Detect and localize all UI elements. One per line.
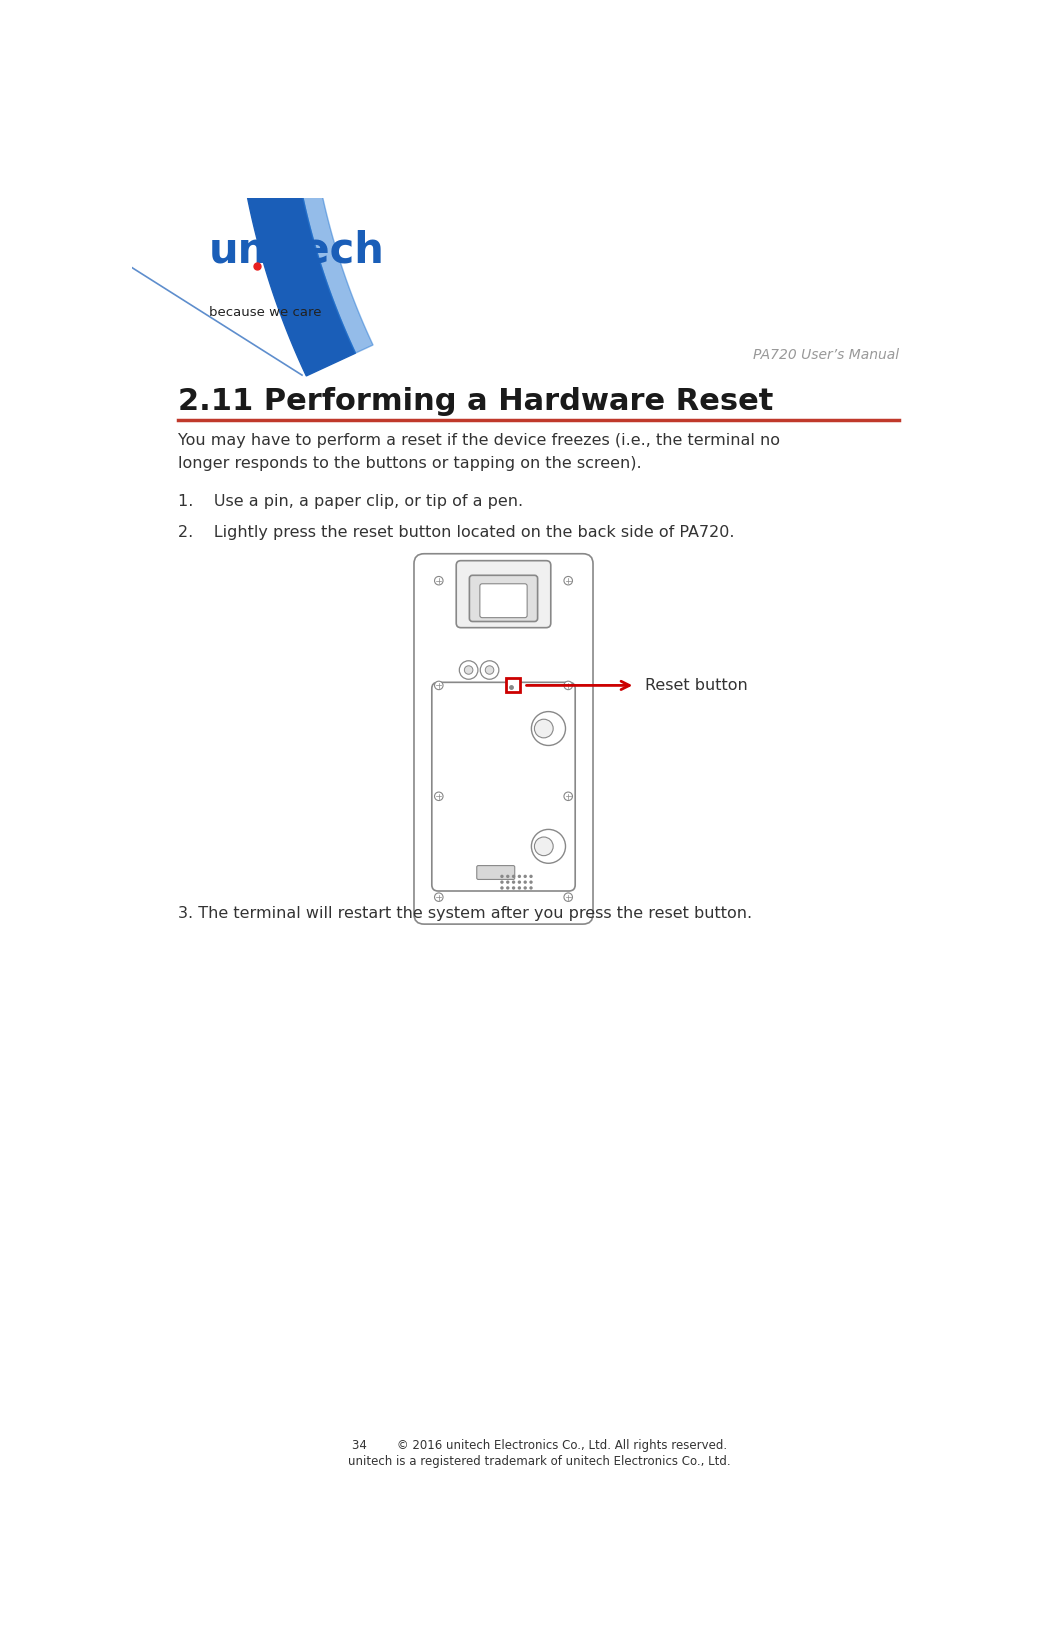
Polygon shape [232, 0, 420, 376]
FancyBboxPatch shape [431, 683, 575, 891]
Circle shape [564, 576, 572, 586]
Circle shape [434, 681, 443, 690]
Circle shape [529, 874, 532, 878]
Circle shape [529, 881, 532, 884]
Circle shape [512, 874, 515, 878]
Circle shape [506, 881, 509, 884]
Circle shape [501, 881, 504, 884]
Circle shape [524, 874, 527, 878]
Circle shape [564, 681, 572, 690]
FancyBboxPatch shape [480, 584, 527, 617]
Circle shape [531, 711, 566, 746]
Text: 2.11 Performing a Hardware Reset: 2.11 Performing a Hardware Reset [178, 386, 773, 416]
Text: 34        © 2016 unitech Electronics Co., Ltd. All rights reserved.: 34 © 2016 unitech Electronics Co., Ltd. … [351, 1439, 727, 1452]
Polygon shape [286, 0, 436, 353]
Text: because we care: because we care [209, 305, 322, 318]
FancyBboxPatch shape [477, 866, 514, 879]
FancyBboxPatch shape [414, 554, 593, 924]
Circle shape [501, 874, 504, 878]
Circle shape [434, 792, 443, 800]
Circle shape [506, 874, 509, 878]
Circle shape [531, 830, 566, 863]
Circle shape [518, 886, 521, 889]
Circle shape [460, 660, 478, 680]
Circle shape [524, 886, 527, 889]
Circle shape [501, 886, 504, 889]
Circle shape [434, 576, 443, 586]
Text: unitech: unitech [209, 229, 385, 271]
Circle shape [485, 665, 493, 675]
Circle shape [524, 881, 527, 884]
Text: unitech is a registered trademark of unitech Electronics Co., Ltd.: unitech is a registered trademark of uni… [348, 1455, 730, 1467]
Circle shape [434, 893, 443, 901]
FancyBboxPatch shape [469, 576, 538, 622]
Text: Reset button: Reset button [645, 678, 747, 693]
Circle shape [529, 886, 532, 889]
Circle shape [534, 837, 553, 856]
Text: PA720 User’s Manual: PA720 User’s Manual [752, 348, 898, 361]
Text: 2.    Lightly press the reset button located on the back side of PA720.: 2. Lightly press the reset button locate… [178, 525, 734, 540]
Circle shape [506, 886, 509, 889]
Circle shape [564, 792, 572, 800]
Circle shape [534, 719, 553, 738]
Text: 1.    Use a pin, a paper clip, or tip of a pen.: 1. Use a pin, a paper clip, or tip of a … [178, 495, 523, 510]
Circle shape [512, 886, 515, 889]
Circle shape [518, 881, 521, 884]
Circle shape [518, 874, 521, 878]
Circle shape [512, 881, 515, 884]
Circle shape [464, 665, 473, 675]
Circle shape [481, 660, 499, 680]
Circle shape [564, 893, 572, 901]
Text: 3. The terminal will restart the system after you press the reset button.: 3. The terminal will restart the system … [178, 906, 752, 921]
Text: You may have to perform a reset if the device freezes (i.e., the terminal no
lon: You may have to perform a reset if the d… [178, 432, 780, 472]
FancyBboxPatch shape [457, 561, 551, 627]
FancyBboxPatch shape [506, 678, 520, 693]
